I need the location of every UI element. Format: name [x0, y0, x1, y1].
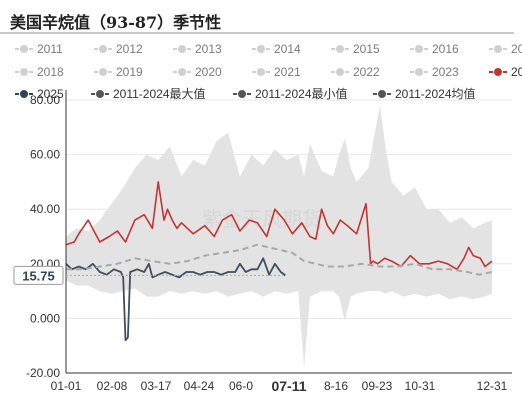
range-band — [66, 105, 492, 368]
legend-label: 2022 — [353, 65, 380, 79]
legend-label: 2015 — [353, 42, 380, 56]
y-tick-label: 40.00 — [30, 202, 60, 216]
legend-item-2014[interactable]: 2014 — [252, 42, 301, 56]
legend-label: 2020 — [195, 65, 222, 79]
series-line-2025 — [65, 257, 286, 342]
y-tick-label: 0.000 — [30, 311, 60, 325]
legend-item-2012[interactable]: 2012 — [94, 42, 143, 56]
legend-label: 2025 — [37, 87, 64, 101]
legend-item-2016[interactable]: 2016 — [410, 42, 459, 56]
legend-label: 2011 — [37, 42, 63, 56]
legend-label: 2016 — [432, 42, 459, 56]
x-tick-label: 10-31 — [405, 379, 436, 393]
legend-marker-icon — [98, 67, 108, 77]
chart-title: 美国辛烷值（93-87）季节性 — [10, 13, 222, 32]
legend-label: 2017 — [511, 42, 522, 56]
current-value-box — [13, 265, 64, 285]
x-tick-label: 06-0 — [229, 379, 253, 393]
legend-item-2023[interactable]: 2023 — [410, 65, 459, 79]
legend-marker-icon — [98, 44, 108, 54]
legend-item-2021[interactable]: 2021 — [252, 65, 301, 79]
legend-item-2025[interactable]: 2025 — [15, 87, 64, 101]
plot-area: -20.000.00020.0040.0060.0080.00紫金天风期货01-… — [13, 90, 512, 394]
x-tick-label: 02-08 — [97, 379, 128, 393]
legend-item-2017[interactable]: 2017 — [489, 42, 522, 56]
legend-item-2011-2024最小值[interactable]: 2011-2024最小值 — [233, 86, 348, 101]
legend-item-2011-2024最大值[interactable]: 2011-2024最大值 — [91, 86, 206, 101]
legend-marker-icon — [493, 67, 503, 77]
legend-marker-icon — [237, 89, 247, 99]
legend-item-2013[interactable]: 2013 — [173, 42, 222, 56]
legend-marker-icon — [19, 89, 29, 99]
legend-marker-icon — [335, 67, 345, 77]
legend-label: 2011-2024最小值 — [255, 86, 348, 101]
legend-marker-icon — [377, 89, 387, 99]
legend-item-2011-2024均值[interactable]: 2011-2024均值 — [373, 86, 476, 101]
legend-item-2020[interactable]: 2020 — [173, 65, 222, 79]
x-tick-label: 12-31 — [477, 379, 508, 393]
legend: 2011 2012 2013 2014 2015 2016 2017 2018 2019 2020… — [15, 42, 522, 101]
legend-item-2019[interactable]: 2019 — [94, 65, 143, 79]
legend-item-2024[interactable]: 2024 — [489, 65, 522, 79]
x-tick-label-highlight: 07-11 — [271, 378, 306, 394]
watermark: 紫金天风期货 — [202, 207, 322, 231]
legend-label: 2013 — [195, 42, 222, 56]
legend-label: 2014 — [274, 42, 301, 56]
legend-item-2011[interactable]: 2011 — [15, 42, 63, 56]
legend-item-2015[interactable]: 2015 — [331, 42, 380, 56]
legend-label: 2012 — [116, 42, 143, 56]
legend-item-2022[interactable]: 2022 — [331, 65, 380, 79]
legend-label: 2021 — [274, 65, 301, 79]
legend-marker-icon — [19, 44, 29, 54]
legend-label: 2011-2024最大值 — [113, 86, 206, 101]
legend-marker-icon — [19, 67, 29, 77]
x-tick-label: 03-17 — [141, 379, 172, 393]
legend-item-2018[interactable]: 2018 — [15, 65, 64, 79]
legend-marker-icon — [414, 67, 424, 77]
current-value-badge: 15.75 — [13, 265, 286, 285]
legend-marker-icon — [177, 67, 187, 77]
x-tick-label: 04-24 — [184, 379, 215, 393]
series-line-2024 — [65, 181, 493, 271]
legend-label: 2019 — [116, 65, 143, 79]
legend-marker-icon — [256, 67, 266, 77]
current-value-label: 15.75 — [22, 268, 55, 283]
legend-marker-icon — [414, 44, 424, 54]
y-tick-label: 60.00 — [30, 148, 60, 162]
legend-label: 2011-2024均值 — [395, 86, 476, 101]
y-tick-label: 80.00 — [30, 93, 60, 107]
legend-marker-icon — [493, 44, 503, 54]
legend-label: 2018 — [37, 65, 64, 79]
x-tick-label: 8-16 — [324, 379, 348, 393]
legend-marker-icon — [95, 89, 105, 99]
y-tick-label: -20.00 — [26, 366, 60, 380]
x-tick-label: 01-01 — [51, 379, 82, 393]
legend-marker-icon — [335, 44, 345, 54]
legend-marker-icon — [256, 44, 266, 54]
legend-label: 2023 — [432, 65, 459, 79]
title-bar: 美国辛烷值（93-87）季节性 — [0, 0, 514, 34]
series-line-2011-2024均值 — [66, 243, 493, 276]
legend-marker-icon — [177, 44, 187, 54]
legend-label: 2024 — [511, 65, 522, 79]
x-tick-label: 09-23 — [362, 379, 393, 393]
